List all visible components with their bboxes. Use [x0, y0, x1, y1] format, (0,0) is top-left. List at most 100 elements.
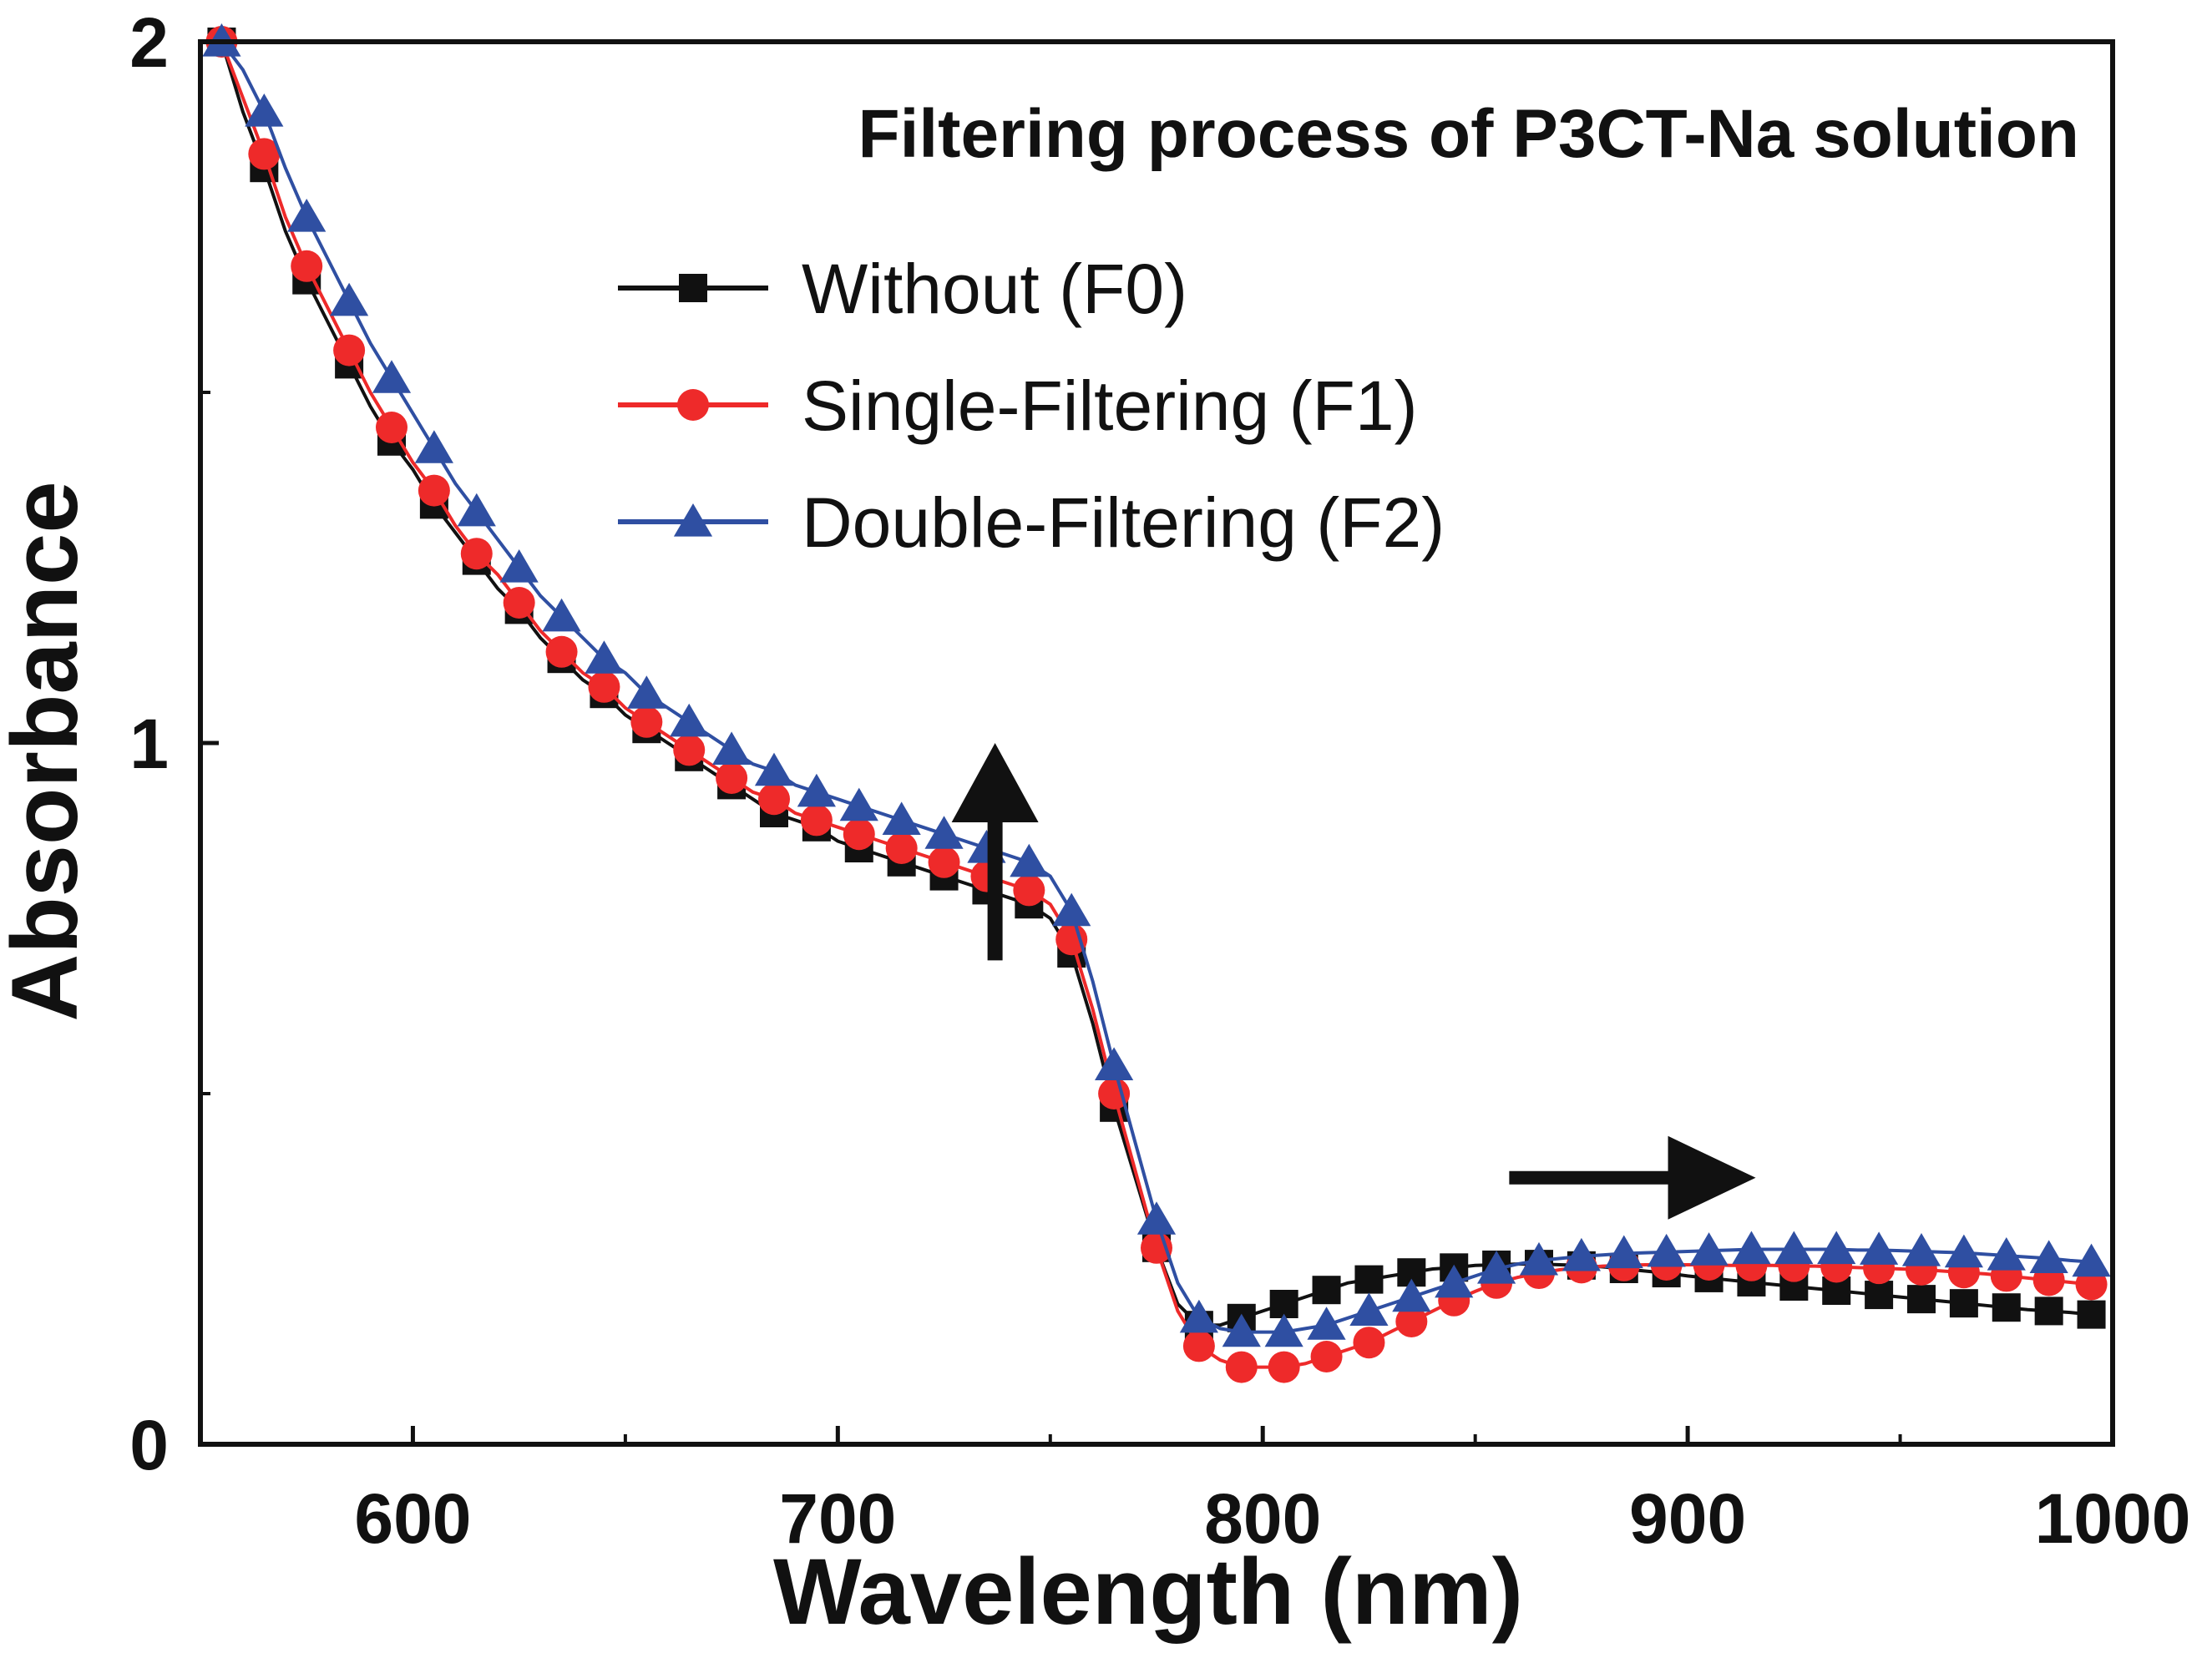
x-axis-title: Wavelength (nm)	[773, 1539, 1523, 1644]
data-point	[1604, 1235, 1643, 1269]
data-point	[1013, 874, 1045, 907]
data-point	[503, 587, 535, 619]
data-point	[1774, 1231, 1814, 1265]
data-point	[928, 846, 960, 878]
x-tick-label: 700	[779, 1479, 896, 1558]
legend-marker	[679, 274, 707, 302]
legend-item: Single-Filtering (F1)	[618, 366, 1418, 445]
data-point	[800, 804, 833, 837]
data-point	[1519, 1241, 1559, 1276]
data-point	[1225, 1351, 1258, 1383]
data-point	[716, 762, 748, 794]
data-point	[245, 94, 284, 127]
y-axis-title: Absorbance	[0, 481, 97, 1021]
data-point	[330, 282, 369, 316]
data-point	[2072, 1243, 2111, 1277]
legend-label: Double-Filtering (F2)	[802, 483, 1445, 562]
data-point	[460, 538, 493, 570]
data-point	[1860, 1231, 1899, 1265]
x-tick-label: 600	[354, 1479, 471, 1558]
data-point	[1732, 1231, 1771, 1265]
series-2	[205, 26, 2108, 1383]
legend: Without (F0) Single-Filtering (F1) Double-…	[618, 250, 1445, 562]
data-point	[248, 138, 281, 170]
right-arrow	[1509, 1135, 1756, 1220]
data-point	[372, 360, 412, 393]
legend-label: Single-Filtering (F1)	[802, 366, 1418, 445]
y-tick-label: 2	[129, 3, 169, 82]
data-point	[418, 474, 450, 507]
data-point	[882, 801, 921, 835]
data-point	[1901, 1233, 1941, 1266]
data-point	[1349, 1292, 1389, 1326]
data-point	[1435, 1264, 1474, 1298]
data-point	[1222, 1313, 1261, 1347]
data-point	[670, 703, 709, 737]
data-point	[1353, 1327, 1385, 1359]
data-point	[457, 493, 496, 527]
data-point	[1944, 1234, 1983, 1268]
data-point	[797, 773, 836, 807]
series-line	[220, 41, 2092, 1369]
y-tick-label: 1	[129, 705, 169, 783]
data-point	[1562, 1237, 1601, 1271]
data-point	[414, 430, 453, 463]
data-point	[1312, 1276, 1341, 1305]
data-point	[1095, 1047, 1134, 1080]
data-point	[2077, 1300, 2106, 1329]
data-point	[843, 818, 875, 851]
data-point	[588, 670, 620, 703]
data-point	[1907, 1285, 1936, 1314]
legend-marker	[673, 503, 713, 537]
data-point	[1865, 1281, 1894, 1310]
data-point	[627, 675, 666, 709]
legend-marker	[677, 389, 709, 421]
data-point	[1179, 1299, 1218, 1333]
data-point	[1268, 1351, 1300, 1383]
data-point	[1269, 1290, 1298, 1318]
x-tick-label: 900	[1629, 1479, 1746, 1558]
data-point	[287, 199, 326, 232]
y-tick-label: 0	[129, 1406, 169, 1484]
legend-item: Double-Filtering (F2)	[618, 483, 1445, 562]
data-point	[1392, 1278, 1431, 1312]
data-point	[1264, 1313, 1303, 1347]
data-point	[376, 412, 407, 443]
up-arrow	[951, 743, 1039, 961]
data-point	[1055, 923, 1088, 956]
data-point	[712, 731, 752, 765]
data-point	[758, 783, 790, 816]
data-point	[1010, 843, 1049, 877]
data-point	[1354, 1265, 1384, 1294]
data-point	[839, 787, 878, 821]
x-tick-label: 1000	[2035, 1479, 2191, 1558]
data-point	[545, 635, 578, 668]
data-point	[1817, 1231, 1856, 1265]
data-point	[291, 250, 323, 282]
legend-label: Without (F0)	[802, 250, 1187, 328]
data-point	[630, 705, 663, 738]
data-point	[1689, 1232, 1729, 1266]
data-point	[1395, 1306, 1428, 1337]
data-point	[1098, 1078, 1131, 1109]
data-point	[924, 816, 964, 849]
chart-title: Filtering process of P3CT-Na solution	[858, 96, 2079, 172]
series-3	[202, 23, 2111, 1347]
data-point	[673, 734, 706, 766]
data-point	[1477, 1251, 1516, 1284]
data-point	[1307, 1307, 1346, 1340]
data-point	[1647, 1233, 1686, 1267]
data-point	[1310, 1341, 1343, 1372]
data-point	[754, 752, 794, 786]
data-point	[885, 832, 918, 864]
data-point	[542, 598, 581, 632]
x-tick-label: 800	[1204, 1479, 1321, 1558]
data-point	[1987, 1237, 2026, 1271]
data-point	[585, 640, 624, 674]
data-point	[499, 549, 539, 583]
series-line	[220, 41, 2092, 1327]
data-point	[2029, 1240, 2068, 1273]
series-1	[207, 28, 2106, 1340]
data-point	[1992, 1293, 2021, 1322]
